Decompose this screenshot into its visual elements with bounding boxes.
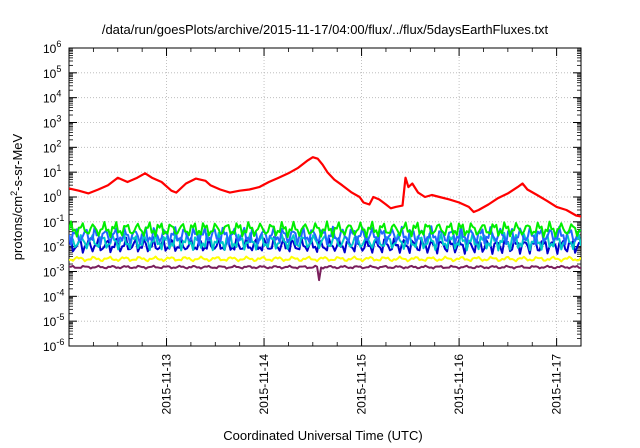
y-tick-label: 105: [43, 64, 61, 81]
series-line: [69, 255, 581, 263]
x-tick-label: 2015-11-16: [452, 354, 466, 415]
x-tick-label: 2015-11-13: [160, 354, 174, 415]
grid: [69, 48, 581, 346]
y-tick-label: 102: [43, 138, 61, 155]
y-tick-label: 10-6: [43, 337, 64, 354]
y-tick-label: 10-3: [43, 263, 64, 280]
y-tick-label: 103: [43, 114, 61, 131]
series-line: [69, 220, 581, 239]
series-line: [69, 156, 581, 218]
x-tick-label: 2015-11-17: [550, 354, 564, 415]
series-line: [69, 264, 581, 282]
y-tick-label: 101: [43, 163, 61, 180]
y-tick-label: 106: [43, 39, 61, 56]
chart-title: /data/run/goesPlots/archive/2015-11-17/0…: [102, 22, 549, 37]
x-tick-label: 2015-11-15: [355, 354, 369, 415]
y-tick-label: 10-2: [43, 238, 64, 255]
y-axis-label: protons/cm2-s-sr-MeV: [9, 133, 25, 260]
y-tick-label: 10-1: [43, 213, 64, 230]
series-group: [69, 156, 581, 282]
series-line: [69, 225, 581, 246]
y-tick-labels: 10-6 10-5 10-4 10-3 10-2 10-1 100 101 102 103 104 1…: [43, 39, 64, 354]
y-tick-label: 104: [43, 89, 61, 106]
x-tick-label: 2015-11-14: [257, 354, 271, 415]
y-tick-label: 100: [43, 188, 61, 205]
y-tick-label: 10-5: [43, 312, 64, 329]
x-axis-label: Coordinated Universal Time (UTC): [223, 428, 422, 443]
x-tick-labels: 2015-11-13 2015-11-14 2015-11-15 2015-11-16…: [160, 354, 564, 415]
y-tick-label: 10-4: [43, 287, 64, 304]
